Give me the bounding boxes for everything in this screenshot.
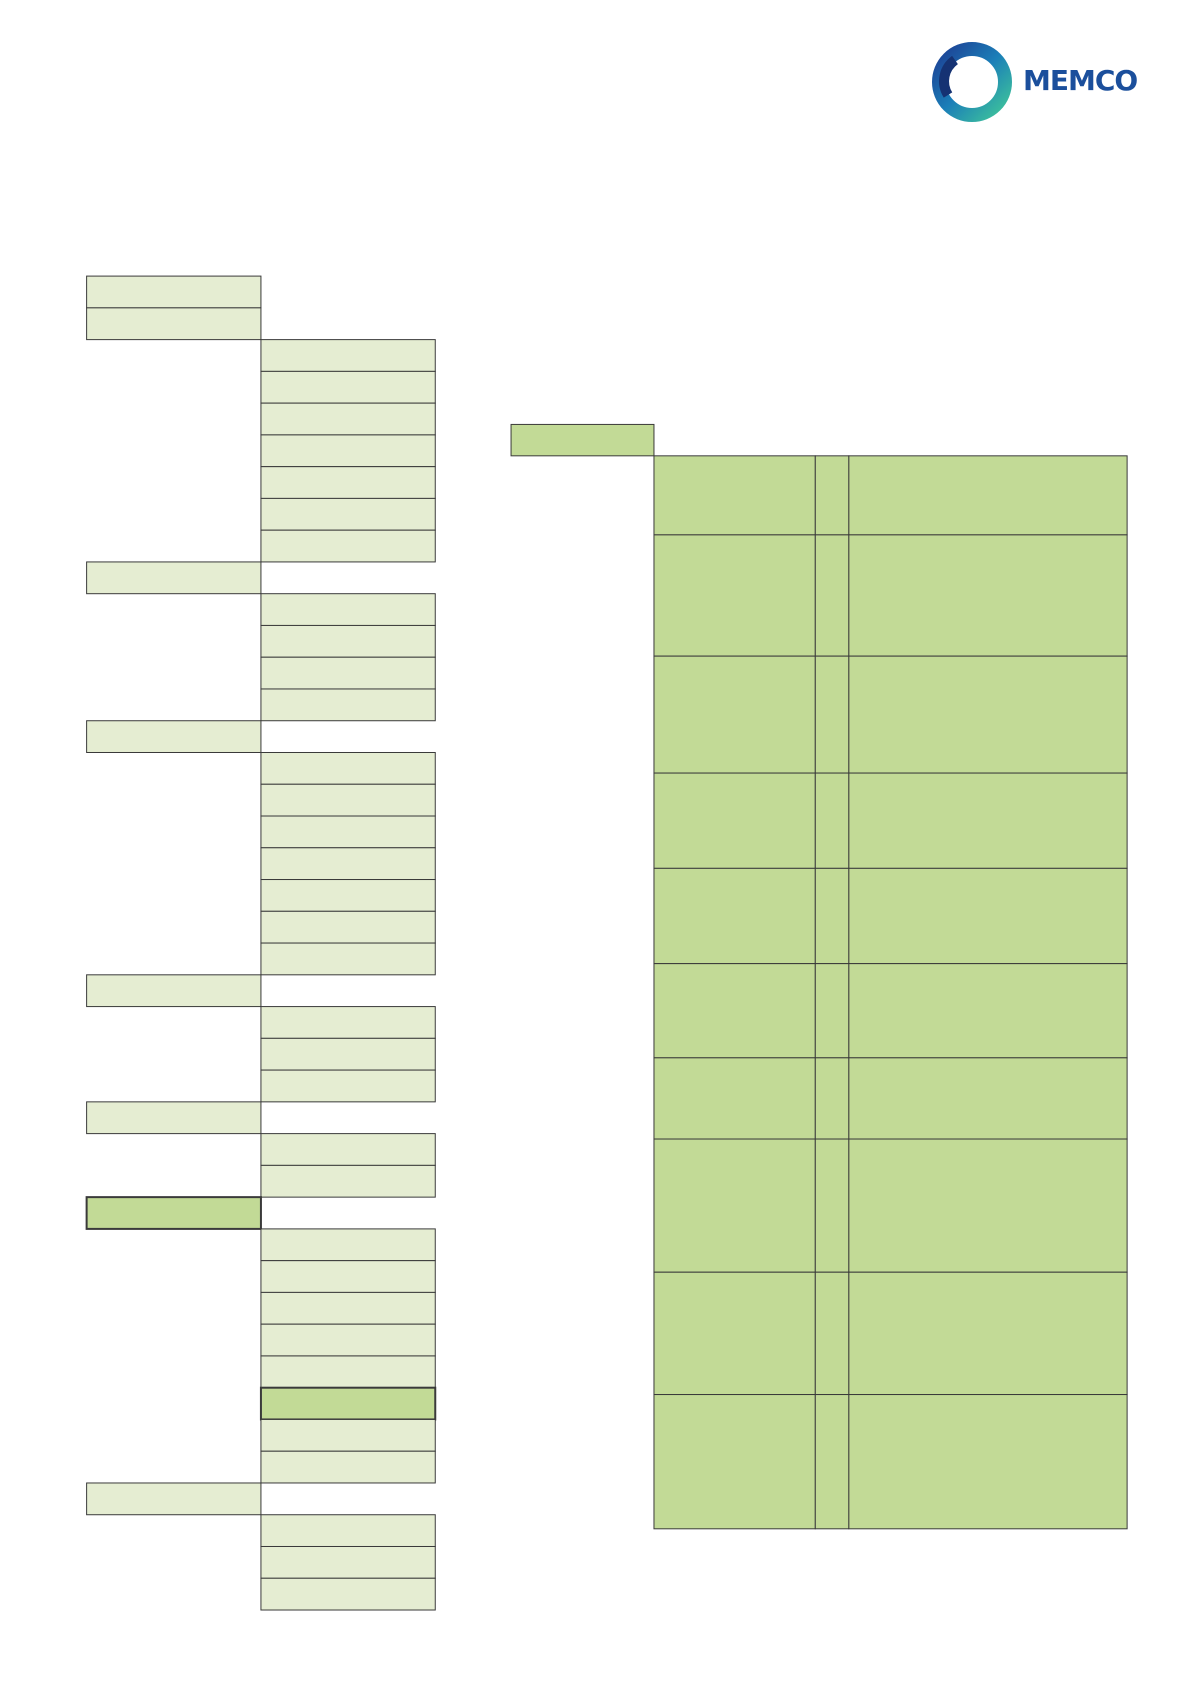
table-cell bbox=[848, 1271, 1128, 1396]
table-cell bbox=[814, 963, 850, 1059]
org-boxes bbox=[85, 275, 1128, 1611]
level-two-box bbox=[260, 402, 436, 436]
level-two-box bbox=[260, 879, 436, 912]
table-cell bbox=[848, 963, 1128, 1059]
table-cell bbox=[848, 1394, 1128, 1530]
level-one-box bbox=[86, 720, 262, 753]
table-cell bbox=[814, 867, 850, 965]
level-two-box bbox=[260, 1577, 436, 1611]
table-cell bbox=[848, 455, 1128, 536]
table-header-box bbox=[510, 423, 655, 457]
level-two-box bbox=[260, 1037, 436, 1071]
table-cell bbox=[814, 1057, 850, 1140]
level-two-box bbox=[260, 688, 436, 722]
level-two-box bbox=[260, 1514, 436, 1547]
level-two-box bbox=[260, 1133, 436, 1166]
level-two-box bbox=[260, 370, 436, 404]
level-two-box bbox=[260, 656, 436, 690]
table-cell bbox=[653, 867, 816, 965]
table-cell bbox=[653, 772, 816, 869]
level-two-box bbox=[260, 910, 436, 944]
level-two-box bbox=[260, 1545, 436, 1579]
level-two-box bbox=[260, 1260, 436, 1293]
table-cell bbox=[814, 1138, 850, 1273]
logo-accent bbox=[939, 55, 959, 98]
table-cell bbox=[814, 1394, 850, 1530]
level-two-box bbox=[260, 593, 436, 626]
table-cell bbox=[848, 655, 1128, 774]
level-two-box bbox=[260, 847, 436, 881]
level-one-box bbox=[86, 1101, 262, 1135]
table-cell bbox=[653, 655, 816, 774]
level-two-box bbox=[260, 497, 436, 531]
level-two-box bbox=[260, 1450, 436, 1484]
level-two-box bbox=[260, 783, 436, 817]
table-cell bbox=[653, 1057, 816, 1140]
table-cell bbox=[848, 1138, 1128, 1273]
level-two-box bbox=[260, 466, 436, 499]
table-cell bbox=[653, 455, 816, 536]
table-cell bbox=[653, 534, 816, 657]
level-two-box bbox=[260, 1006, 436, 1039]
logo-text: MEMCO bbox=[1023, 64, 1137, 97]
table-cell bbox=[814, 772, 850, 869]
table-cell bbox=[814, 655, 850, 774]
level-two-box bbox=[260, 339, 436, 372]
table-cell bbox=[848, 867, 1128, 965]
level-one-box bbox=[86, 307, 262, 341]
level-two-box bbox=[260, 1291, 436, 1325]
level-two-box bbox=[260, 1228, 436, 1262]
table-cell bbox=[848, 772, 1128, 869]
table-cell bbox=[653, 1394, 816, 1530]
logo: MEMCO bbox=[932, 42, 1138, 122]
table-cell bbox=[814, 534, 850, 657]
level-one-box bbox=[85, 1196, 262, 1230]
level-two-box bbox=[260, 1323, 436, 1357]
level-two-box bbox=[260, 1355, 436, 1389]
table-cell bbox=[653, 1271, 816, 1396]
table-cell bbox=[814, 455, 850, 536]
level-two-box bbox=[260, 1069, 436, 1103]
level-one-box bbox=[86, 974, 262, 1008]
table-cell bbox=[848, 1057, 1128, 1140]
level-two-box bbox=[260, 434, 436, 468]
level-two-box bbox=[260, 751, 436, 785]
level-two-box bbox=[260, 529, 436, 563]
table-cell bbox=[653, 1138, 816, 1273]
level-two-box bbox=[260, 815, 436, 849]
level-one-box bbox=[86, 561, 262, 595]
table-cell bbox=[814, 1271, 850, 1396]
level-two-box bbox=[260, 1164, 436, 1198]
level-one-box bbox=[86, 1482, 262, 1516]
level-one-box bbox=[86, 275, 262, 309]
level-two-box bbox=[260, 942, 436, 976]
level-two-box bbox=[260, 624, 436, 658]
level-two-box bbox=[260, 1418, 436, 1452]
table-cell bbox=[653, 963, 816, 1059]
level-two-box bbox=[259, 1386, 437, 1421]
table-cell bbox=[848, 534, 1128, 657]
